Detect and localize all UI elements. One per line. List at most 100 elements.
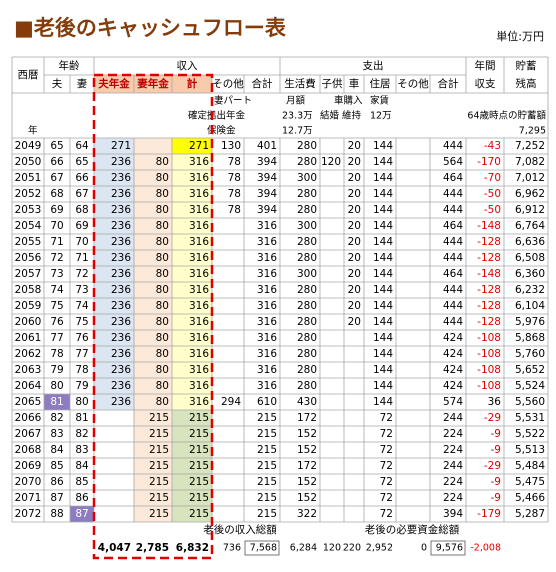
cell: 5,484: [515, 460, 545, 472]
cell-bg: [134, 362, 172, 378]
cell: 80: [156, 380, 169, 392]
cell: -29: [484, 412, 501, 424]
cell-bg: [172, 202, 212, 218]
cell: 80: [156, 300, 169, 312]
header: 年間: [475, 59, 496, 72]
cell: 316: [257, 252, 277, 264]
note: 12.7万: [282, 126, 313, 137]
note: 妻パート: [214, 95, 252, 107]
cell: 144: [373, 172, 393, 184]
cell: -9: [491, 444, 501, 456]
cell: 215: [189, 412, 209, 424]
cell: 72: [380, 492, 393, 504]
cell: 215: [149, 460, 169, 472]
cell: 67: [75, 188, 88, 200]
cell: 401: [257, 140, 277, 152]
cell-bg: [94, 282, 134, 298]
cell: 5,513: [515, 444, 545, 456]
cell: 215: [257, 476, 277, 488]
total: 6,284: [290, 543, 317, 554]
cell: 72: [380, 412, 393, 424]
cell: 2067: [15, 428, 42, 440]
cell: 215: [189, 428, 209, 440]
cell: -50: [484, 188, 501, 200]
header: 西暦: [18, 69, 39, 81]
cell-bg: [134, 298, 172, 314]
cell: 78: [75, 364, 88, 376]
note: 7,295: [519, 126, 546, 137]
highlight-frame: [92, 73, 214, 560]
cell: 152: [297, 428, 317, 440]
cell: 280: [297, 332, 317, 344]
footer-label: 老後の収入総額: [203, 523, 277, 536]
cell: 394: [257, 172, 277, 184]
cell: 2059: [15, 300, 42, 312]
header-bg: [134, 75, 172, 93]
cell: 2053: [15, 204, 42, 216]
cell-bg: [94, 330, 134, 346]
cell: 152: [297, 476, 317, 488]
cell: 6,508: [515, 252, 545, 264]
cell-bg: [94, 138, 134, 154]
cell: 316: [257, 236, 277, 248]
cell-bg: [172, 362, 212, 378]
cell: 444: [443, 140, 463, 152]
cell: 6,962: [515, 188, 545, 200]
header: 年齢: [59, 59, 80, 72]
cell: 5,475: [515, 476, 545, 488]
cell: 72: [50, 252, 63, 264]
cell-bg: [172, 410, 212, 426]
cell: 236: [111, 348, 131, 360]
cell: 316: [189, 380, 209, 392]
cell: 215: [257, 428, 277, 440]
header-bg: [94, 75, 134, 93]
cell: 80: [156, 284, 169, 296]
cell: 172: [297, 460, 317, 472]
cell: 444: [443, 316, 463, 328]
cell: 280: [297, 252, 317, 264]
cell: 5,560: [515, 396, 545, 408]
cell: 2064: [15, 380, 42, 392]
cell: 316: [189, 316, 209, 328]
cell-bg: [94, 362, 134, 378]
cell: 316: [257, 316, 277, 328]
cell: 215: [257, 444, 277, 456]
cell: 2057: [15, 268, 42, 280]
cell: 74: [75, 300, 89, 312]
cell: 80: [75, 396, 88, 408]
cell-bg: [134, 170, 172, 186]
cell: 72: [380, 508, 393, 520]
cell: 2069: [15, 460, 42, 472]
cell: 316: [257, 284, 277, 296]
cell: 2055: [15, 236, 42, 248]
cell: 144: [373, 140, 393, 152]
cell: 215: [257, 460, 277, 472]
cell: 444: [443, 252, 463, 264]
cell: 68: [50, 188, 63, 200]
cell: -9: [491, 476, 501, 488]
cell-bg: [172, 474, 212, 490]
cell: 2054: [15, 220, 42, 232]
cell-bg: [172, 458, 212, 474]
cell-bg: [172, 394, 212, 410]
header: 夫年金: [98, 77, 130, 90]
cell: 280: [297, 316, 317, 328]
cell: 144: [373, 364, 393, 376]
cell-bg: [172, 266, 212, 282]
header: 妻年金: [137, 77, 169, 90]
cell: 80: [156, 188, 169, 200]
cell: 152: [297, 444, 317, 456]
cell: -148: [477, 220, 501, 232]
cell-bg: [172, 186, 212, 202]
cell-bg: [172, 346, 212, 362]
cell: 78: [228, 156, 241, 168]
header: 収入: [177, 60, 198, 72]
header: 計: [187, 77, 198, 90]
cell: 5,524: [515, 380, 545, 392]
cell: 2066: [15, 412, 42, 424]
total: 7,568: [250, 543, 277, 554]
cell: 78: [228, 172, 241, 184]
cell-bg: [134, 346, 172, 362]
cell-bg: [134, 410, 172, 426]
